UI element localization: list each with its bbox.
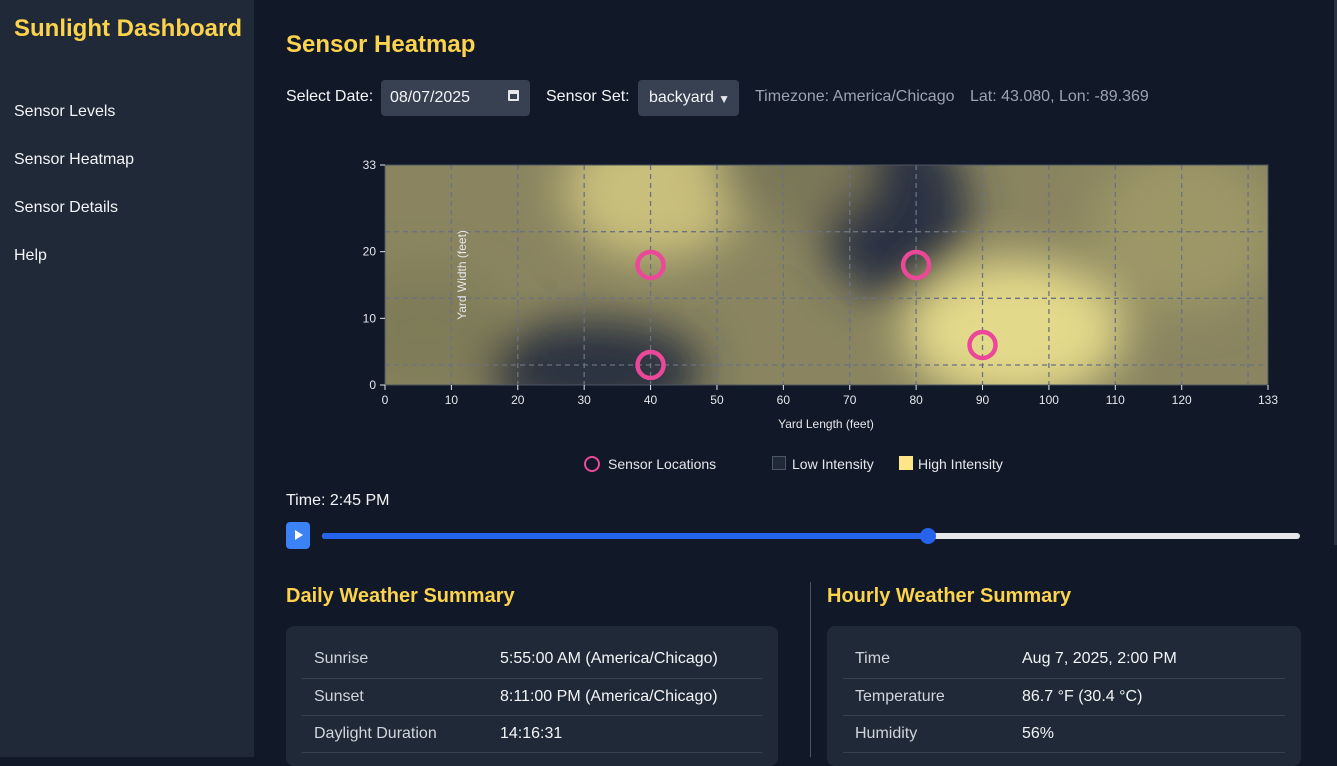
x-axis-title: Yard Length (feet) <box>778 417 874 431</box>
heatmap-field <box>385 165 1268 385</box>
date-value: 08/07/2025 <box>390 89 471 106</box>
daily-summary-title: Daily Weather Summary <box>286 585 515 607</box>
slider-fill <box>322 533 929 539</box>
table-row: Daylight Duration 14:16:31 <box>302 715 762 753</box>
table-row: Sunrise 5:55:00 AM (America/Chicago) <box>302 641 762 679</box>
heatmap-chart: 0 10 20 30 40 50 60 70 80 90 100 110 120 133 0 10 20 33 … <box>254 130 1337 480</box>
sensor-set-select[interactable]: backyard ▼ <box>638 80 739 116</box>
controls-bar: Select Date: 08/07/2025 Sensor Set: back… <box>286 80 1326 116</box>
sensor-marker[interactable] <box>967 329 998 361</box>
sensor-marker[interactable] <box>635 349 666 381</box>
scrollbar[interactable] <box>1334 0 1337 545</box>
table-row: Time Aug 7, 2025, 2:00 PM <box>843 641 1285 679</box>
legend-sensor-label: Sensor Locations <box>608 456 717 472</box>
row-value: 8:11:00 PM (America/Chicago) <box>488 678 762 716</box>
y-tick-label: 20 <box>363 245 377 259</box>
sensor-marker[interactable] <box>900 249 932 281</box>
y-tick-label: 10 <box>363 311 377 325</box>
calendar-icon[interactable] <box>508 90 519 101</box>
date-input[interactable]: 08/07/2025 <box>381 80 530 116</box>
app-title: Sunlight Dashboard <box>14 15 242 42</box>
plot-frame <box>384 164 1269 386</box>
sensor-set-label: Sensor Set: <box>546 88 630 105</box>
date-label: Select Date: <box>286 88 374 105</box>
sidebar-item-sensor-details[interactable]: Sensor Details <box>14 199 119 216</box>
y-tick-label: 33 <box>363 158 377 172</box>
page-title: Sensor Heatmap <box>286 31 476 58</box>
sidebar-item-sensor-heatmap[interactable]: Sensor Heatmap <box>14 151 135 168</box>
x-tick-label: 100 <box>1039 393 1059 407</box>
sidebar: Sunlight Dashboard Sensor Levels Sensor … <box>0 0 254 757</box>
sensor-set-value: backyard <box>649 89 714 106</box>
heatmap-legend: Sensor Locations Low Intensity High Inte… <box>584 455 1084 475</box>
row-key: Daylight Duration <box>302 715 488 753</box>
x-tick-label: 0 <box>382 393 389 407</box>
row-key: Time <box>843 641 1010 679</box>
x-tick-label: 80 <box>909 393 923 407</box>
table-row: Humidity 56% <box>843 715 1285 753</box>
timezone-text: Timezone: America/Chicago <box>755 88 955 105</box>
row-value: 5:55:00 AM (America/Chicago) <box>488 641 762 679</box>
hourly-summary-card: Time Aug 7, 2025, 2:00 PM Temperature 86… <box>827 626 1301 766</box>
row-value: 86.7 °F (30.4 °C) <box>1010 678 1285 716</box>
x-tick-label: 60 <box>777 393 791 407</box>
table-row: Temperature 86.7 °F (30.4 °C) <box>843 678 1285 716</box>
legend-low-label: Low Intensity <box>792 456 874 472</box>
x-tick-label: 133 <box>1258 393 1278 407</box>
x-tick-label: 90 <box>976 393 990 407</box>
x-tick-label: 120 <box>1172 393 1192 407</box>
play-button[interactable] <box>286 522 310 549</box>
sidebar-item-sensor-levels[interactable]: Sensor Levels <box>14 103 116 120</box>
hourly-summary-title: Hourly Weather Summary <box>827 585 1072 607</box>
heatmap-grid <box>385 165 1268 385</box>
x-tick-label: 110 <box>1106 393 1125 407</box>
y-axis-title: Yard Width (feet) <box>455 230 469 320</box>
sensor-markers <box>635 249 998 381</box>
time-label: Time: 2:45 PM <box>286 492 390 509</box>
section-divider <box>810 582 811 757</box>
row-key: Sunset <box>302 678 488 716</box>
sidebar-item-help[interactable]: Help <box>14 247 47 264</box>
x-tick-label: 10 <box>445 393 459 407</box>
high-intensity-swatch <box>899 456 913 470</box>
hourly-summary-table: Time Aug 7, 2025, 2:00 PM Temperature 86… <box>843 641 1285 753</box>
daily-summary-table: Sunrise 5:55:00 AM (America/Chicago) Sun… <box>302 641 762 753</box>
heatmap-svg: 0 10 20 30 40 50 60 70 80 90 100 110 120 133 0102033 … <box>363 158 1279 431</box>
y-tick-label: 0 <box>369 378 376 392</box>
row-key: Humidity <box>843 715 1010 753</box>
sensor-legend-icon <box>584 456 600 472</box>
row-key: Sunrise <box>302 641 488 679</box>
x-axis: 0 10 20 30 40 50 60 70 80 90 100 110 120 133 <box>382 385 1278 407</box>
row-value: 14:16:31 <box>488 715 762 753</box>
legend-high-label: High Intensity <box>918 456 1003 472</box>
table-row: Sunset 8:11:00 PM (America/Chicago) <box>302 678 762 716</box>
location-text: Lat: 43.080, Lon: -89.369 <box>970 88 1149 105</box>
sidebar-nav: Sensor Levels Sensor Heatmap Sensor Deta… <box>14 100 134 292</box>
sensor-marker[interactable] <box>635 249 666 281</box>
slider-thumb[interactable] <box>920 528 937 544</box>
row-key: Temperature <box>843 678 1010 716</box>
play-icon <box>295 530 303 540</box>
row-value: Aug 7, 2025, 2:00 PM <box>1010 641 1285 679</box>
row-value: 56% <box>1010 715 1285 753</box>
x-tick-label: 20 <box>511 393 525 407</box>
low-intensity-swatch <box>772 456 786 470</box>
chevron-down-icon: ▼ <box>718 92 730 106</box>
x-tick-label: 40 <box>644 393 658 407</box>
x-tick-label: 30 <box>577 393 591 407</box>
main-content: Sensor Heatmap Select Date: 08/07/2025 S… <box>254 0 1337 766</box>
x-tick-label: 70 <box>843 393 857 407</box>
daily-summary-card: Sunrise 5:55:00 AM (America/Chicago) Sun… <box>286 626 778 766</box>
x-tick-label: 50 <box>710 393 724 407</box>
y-axis: 0 10 20 33 <box>363 158 385 392</box>
time-slider[interactable] <box>322 528 1300 544</box>
